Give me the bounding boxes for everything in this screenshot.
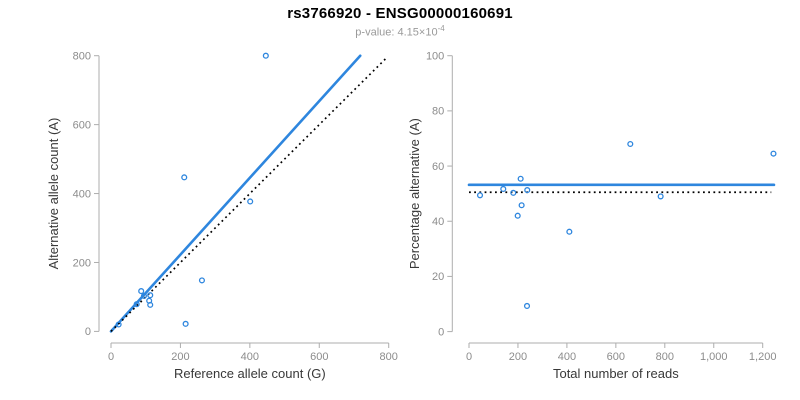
chart-title: rs3766920 - ENSG00000160691 <box>287 5 513 22</box>
x-tick-label: 600 <box>310 351 328 363</box>
data-point <box>133 301 140 308</box>
pvalue-text: p-value: 4.15×10 <box>355 26 438 39</box>
x-tick-label: 200 <box>171 351 189 363</box>
x-tick-label: 1,000 <box>700 351 728 363</box>
data-point <box>140 292 148 299</box>
y-tick-label: 400 <box>73 188 91 200</box>
x-tick-label: 1,200 <box>749 351 777 363</box>
x-axis-title: Reference allele count (G) <box>174 366 326 381</box>
data-point <box>566 228 573 235</box>
x-tick-label: 400 <box>241 351 259 363</box>
y-tick-label: 200 <box>73 257 91 269</box>
x-tick-label: 600 <box>607 351 625 363</box>
data-point <box>247 198 254 205</box>
data-point <box>524 187 531 194</box>
data-point <box>115 321 122 328</box>
y-axis-title: Percentage alternative (A) <box>407 118 422 269</box>
x-tick-label: 0 <box>108 351 114 363</box>
y-axis-title: Alternative allele count (A) <box>46 118 61 270</box>
pvalue-exponent: -4 <box>437 24 445 33</box>
data-point <box>181 174 188 181</box>
x-tick-label: 0 <box>466 351 472 363</box>
x-tick-label: 400 <box>558 351 576 363</box>
data-point <box>657 193 664 200</box>
y-tick-label: 0 <box>85 326 91 338</box>
data-point <box>476 192 484 199</box>
data-point <box>514 212 521 219</box>
y-tick-label: 40 <box>432 216 444 228</box>
fit-line <box>109 54 362 333</box>
y-tick-label: 20 <box>432 271 444 283</box>
data-point <box>510 189 517 196</box>
data-point <box>147 292 154 299</box>
data-point <box>500 185 507 193</box>
y-tick-label: 600 <box>73 119 91 131</box>
data-point <box>770 150 777 157</box>
y-tick-label: 800 <box>73 51 91 63</box>
x-tick-label: 800 <box>380 351 398 363</box>
data-point <box>198 277 205 284</box>
data-point <box>517 175 524 182</box>
y-tick-label: 80 <box>432 106 444 118</box>
data-point <box>262 52 269 59</box>
x-axis-title: Total number of reads <box>553 366 679 381</box>
data-point <box>147 301 154 308</box>
reference-dotted-line <box>110 57 388 333</box>
data-point <box>138 288 145 295</box>
data-point <box>518 202 525 209</box>
data-point <box>627 140 634 148</box>
x-tick-label: 200 <box>509 351 527 363</box>
data-point <box>523 302 531 309</box>
x-tick-label: 800 <box>656 351 674 363</box>
data-point <box>182 320 189 327</box>
chart-subtitle: p-value: 4.15×10-4 <box>0 24 800 39</box>
y-tick-label: 100 <box>426 51 444 63</box>
y-tick-label: 60 <box>432 161 444 173</box>
y-tick-label: 0 <box>438 326 444 338</box>
